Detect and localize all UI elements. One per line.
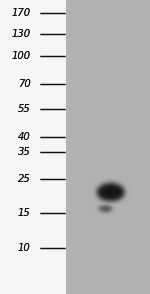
- Text: 130: 130: [12, 29, 31, 39]
- Text: 55: 55: [18, 104, 31, 114]
- Text: 130: 130: [12, 29, 31, 39]
- Text: 40: 40: [18, 132, 31, 142]
- Text: 10: 10: [18, 243, 31, 253]
- Text: 10: 10: [18, 243, 31, 253]
- Text: 70: 70: [18, 79, 31, 89]
- Text: 100: 100: [12, 51, 31, 61]
- Text: 170: 170: [12, 8, 31, 18]
- Text: 170: 170: [12, 8, 31, 18]
- Text: 25: 25: [18, 174, 31, 184]
- Text: 35: 35: [18, 147, 31, 157]
- Bar: [0, 0, 67, 294]
- Text: 70: 70: [18, 79, 31, 89]
- Bar: [67, 0, 150, 294]
- Text: 40: 40: [18, 132, 31, 142]
- Text: 35: 35: [18, 147, 31, 157]
- Text: 15: 15: [18, 208, 31, 218]
- Text: 55: 55: [18, 104, 31, 114]
- Text: 25: 25: [18, 174, 31, 184]
- Text: 100: 100: [12, 51, 31, 61]
- Text: 15: 15: [18, 208, 31, 218]
